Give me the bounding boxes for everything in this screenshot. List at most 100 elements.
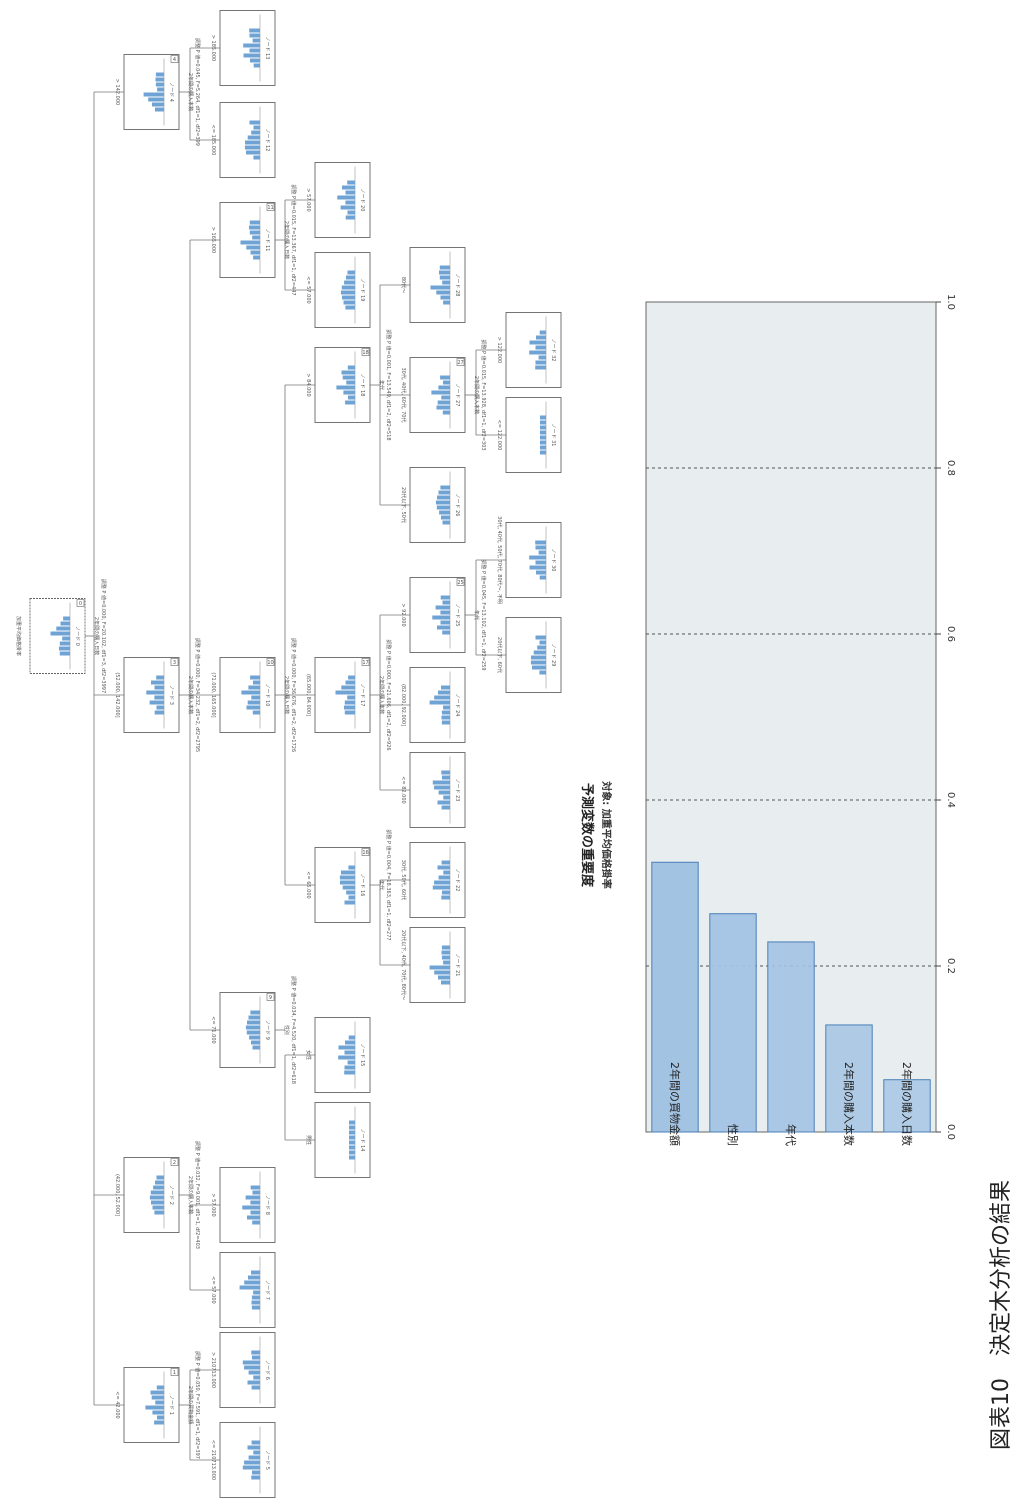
histogram-bar [434, 970, 450, 975]
edge-condition: > 210713.000 [210, 1352, 216, 1388]
tree-node: ノード 1 1 [123, 1367, 180, 1443]
histogram-bar [341, 685, 355, 690]
node-badge [361, 658, 370, 666]
histogram-bar [429, 965, 450, 970]
histogram-bar [341, 870, 355, 875]
split-stats: 調整 P 値=0.045, F=13.102, df1=1, df2=259 [480, 559, 487, 670]
histogram-bar [347, 270, 355, 275]
node-badge [456, 578, 465, 586]
node-badge [170, 1368, 179, 1376]
tree-node: ノード 22 [409, 842, 466, 918]
histogram-bar [349, 1135, 355, 1140]
histogram-bar [432, 615, 450, 620]
node-label: ノード 31 [550, 424, 556, 447]
tree-node: ノード 11 11 [219, 202, 276, 278]
tree-node: ノード 15 [314, 1017, 371, 1093]
histogram-bar [535, 635, 546, 640]
edge-condition: <= 65.000 [305, 871, 311, 898]
histogram-bar [539, 670, 546, 675]
tick-label: 0.2 [945, 958, 956, 974]
histogram-bar [247, 135, 260, 140]
histogram-bar [157, 1415, 164, 1420]
histogram-bar [242, 1360, 260, 1365]
split-stats: 調整 P 値=0.004, F=18.363, df1=1, df2=277 [385, 829, 392, 940]
edge-condition: > 165.000 [210, 227, 216, 253]
histogram-bar [253, 1375, 260, 1380]
split-variable: 2年間の購入本数 [187, 676, 194, 714]
histogram-bar [157, 87, 164, 92]
node-badge-text: 3 [173, 660, 176, 666]
split-variable: 2年間の購入日数 [93, 617, 100, 655]
tree-node: ノード 28 [409, 247, 466, 323]
node-label: ノード 24 [454, 694, 460, 717]
histogram-bar [344, 705, 355, 710]
tree-node: ノード 14 [314, 1102, 371, 1178]
edge-condition: > 185.000 [210, 35, 216, 61]
histogram-bar [247, 700, 260, 705]
tree-node: ノード 26 [409, 467, 466, 543]
split-stats: 調整 P 値=0.032, F=9.001, df1=1, df2=403 [194, 1141, 201, 1249]
histogram-bar [435, 500, 450, 505]
node-label: ノード 2 [168, 1185, 174, 1205]
histogram-bar [437, 495, 450, 500]
histogram-bar [251, 1295, 260, 1300]
histogram-bar [440, 610, 450, 615]
histogram-bar [347, 210, 355, 215]
node-label: ノード 20 [359, 189, 365, 212]
histogram-bar [441, 720, 450, 725]
histogram-bar [535, 560, 546, 565]
tree-root-title: 加重平均価格掛率 [15, 616, 22, 656]
node-badge [170, 1158, 179, 1166]
histogram-bar [242, 1205, 260, 1210]
histogram-bar [535, 360, 546, 365]
histogram-bar [252, 1355, 260, 1360]
histogram-bar [540, 425, 546, 430]
histogram-bar [532, 665, 546, 670]
histogram-bar [250, 1210, 260, 1215]
histogram-bar [154, 685, 164, 690]
tree-node: ノード 29 [505, 617, 562, 693]
bar [767, 941, 815, 1133]
histogram-bar [344, 1070, 355, 1075]
histogram-bar [344, 710, 355, 715]
histogram-bar [535, 540, 546, 545]
histogram-bar [149, 700, 164, 705]
histogram-bar [243, 43, 260, 48]
histogram-bar [441, 710, 450, 715]
histogram-bar [349, 1150, 355, 1155]
node-label: ノード 27 [454, 384, 460, 407]
histogram-bar [59, 651, 70, 656]
histogram-bar [345, 1040, 355, 1045]
histogram-bar [250, 675, 260, 680]
histogram-bar [341, 285, 355, 290]
tick-label: 0.6 [945, 626, 956, 642]
bar [825, 1024, 873, 1133]
node-label: ノード 17 [359, 684, 365, 707]
split-stats: 調整 P 値=0.001, F=13.549, df1=2, df2=518 [385, 329, 392, 440]
node-badge-text: 16 [362, 850, 368, 856]
histogram-bar [245, 1025, 260, 1030]
histogram-bar [252, 1470, 260, 1475]
tree-node: ノード 21 [409, 927, 466, 1003]
histogram-bar [443, 960, 450, 965]
histogram-bar [349, 1125, 355, 1130]
node-badge-text: 17 [362, 660, 368, 666]
histogram-bar [344, 280, 355, 285]
histogram-bar [346, 890, 355, 895]
edge-condition: 女性 [305, 1050, 312, 1060]
histogram-bar [344, 700, 355, 705]
histogram-bar [440, 595, 450, 600]
histogram-bar [338, 1045, 355, 1050]
edge-condition: > 84.000 [305, 373, 311, 396]
split-variable: 年代 [378, 380, 385, 390]
histogram-bar [438, 975, 450, 980]
histogram-bar [253, 255, 260, 260]
edge-condition: 30代, 40代, 50代, 70代, 80代〜, 不明 [496, 516, 503, 604]
histogram-bar [442, 775, 450, 780]
histogram-bar [252, 1190, 260, 1195]
histogram-bar [56, 626, 70, 631]
histogram-bar [154, 1420, 164, 1425]
histogram-bar [443, 870, 450, 875]
histogram-bar [240, 240, 260, 245]
histogram-bar [441, 980, 450, 985]
